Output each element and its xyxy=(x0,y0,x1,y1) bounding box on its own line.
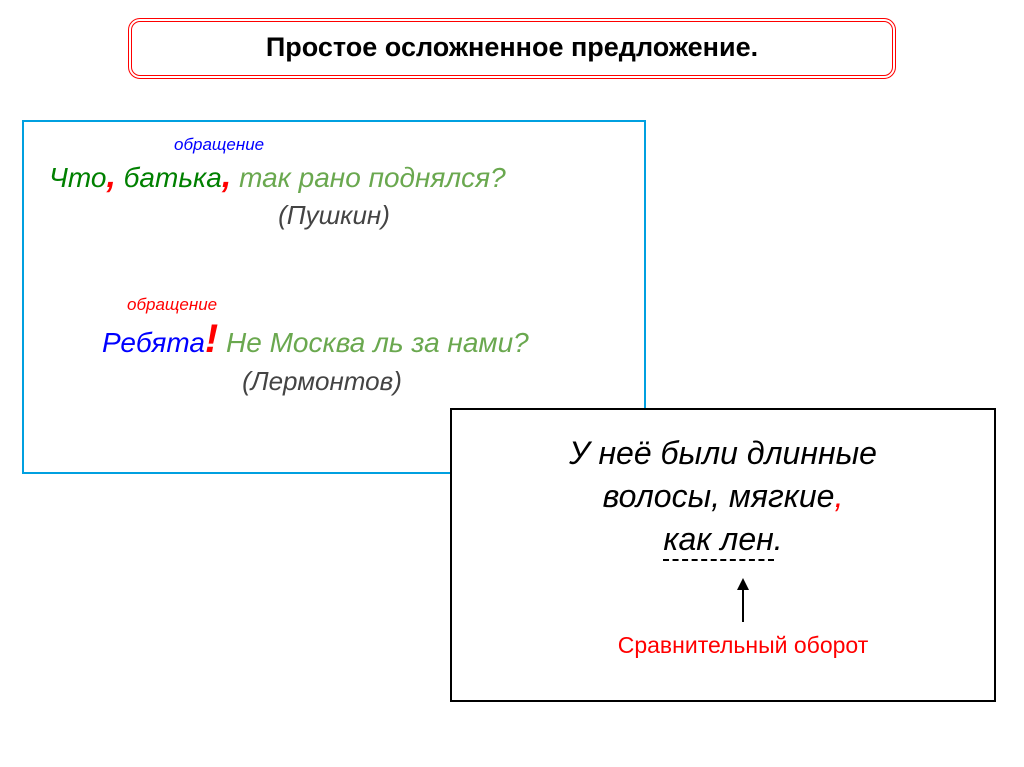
example-1: обращение Что, батька, так рано поднялся… xyxy=(49,157,619,231)
example-2: обращение Ребята! Не Москва ль за нами? … xyxy=(102,317,602,397)
example-2-text: Ребята! Не Москва ль за нами? xyxy=(102,317,602,362)
example-1-text: Что, батька, так рано поднялся? xyxy=(49,157,619,196)
ex1-rest: так рано поднялся? xyxy=(231,162,505,193)
example-3-text: У неё были длинные волосы, мягкие, как л… xyxy=(452,432,994,562)
example-1-attribution: (Пушкин) xyxy=(49,200,619,231)
ex3-comma: , xyxy=(834,478,843,514)
ex3-underlined: как лен xyxy=(663,521,773,561)
ex1-comma2: , xyxy=(222,157,231,195)
page-title: Простое осложненное предложение. xyxy=(266,32,758,62)
title-box: Простое осложненное предложение. xyxy=(128,18,896,79)
example-2-attribution: (Лермонтов) xyxy=(102,366,602,397)
arrow-shaft xyxy=(742,580,744,622)
arrow-head-icon xyxy=(737,578,749,590)
ex1-word1: Что xyxy=(49,162,106,193)
annotation-1: обращение xyxy=(174,135,264,155)
annotation-2: обращение xyxy=(127,295,217,315)
ex2-rest: Не Москва ль за нами? xyxy=(218,327,529,358)
example-right-box: У неё были длинные волосы, мягкие, как л… xyxy=(450,408,996,702)
ex3-period: . xyxy=(774,521,783,557)
ex3-line2a: волосы, мягкие xyxy=(603,478,835,514)
ex3-line1: У неё были длинные xyxy=(569,435,877,471)
ex1-comma1: , xyxy=(106,157,115,195)
comparison-caption: Сравнительный оборот xyxy=(618,632,869,659)
ex1-word2: батька xyxy=(124,162,222,193)
arrow: Сравнительный оборот xyxy=(452,580,994,659)
ex2-excl: ! xyxy=(205,317,218,361)
ex2-word1: Ребята xyxy=(102,327,205,358)
